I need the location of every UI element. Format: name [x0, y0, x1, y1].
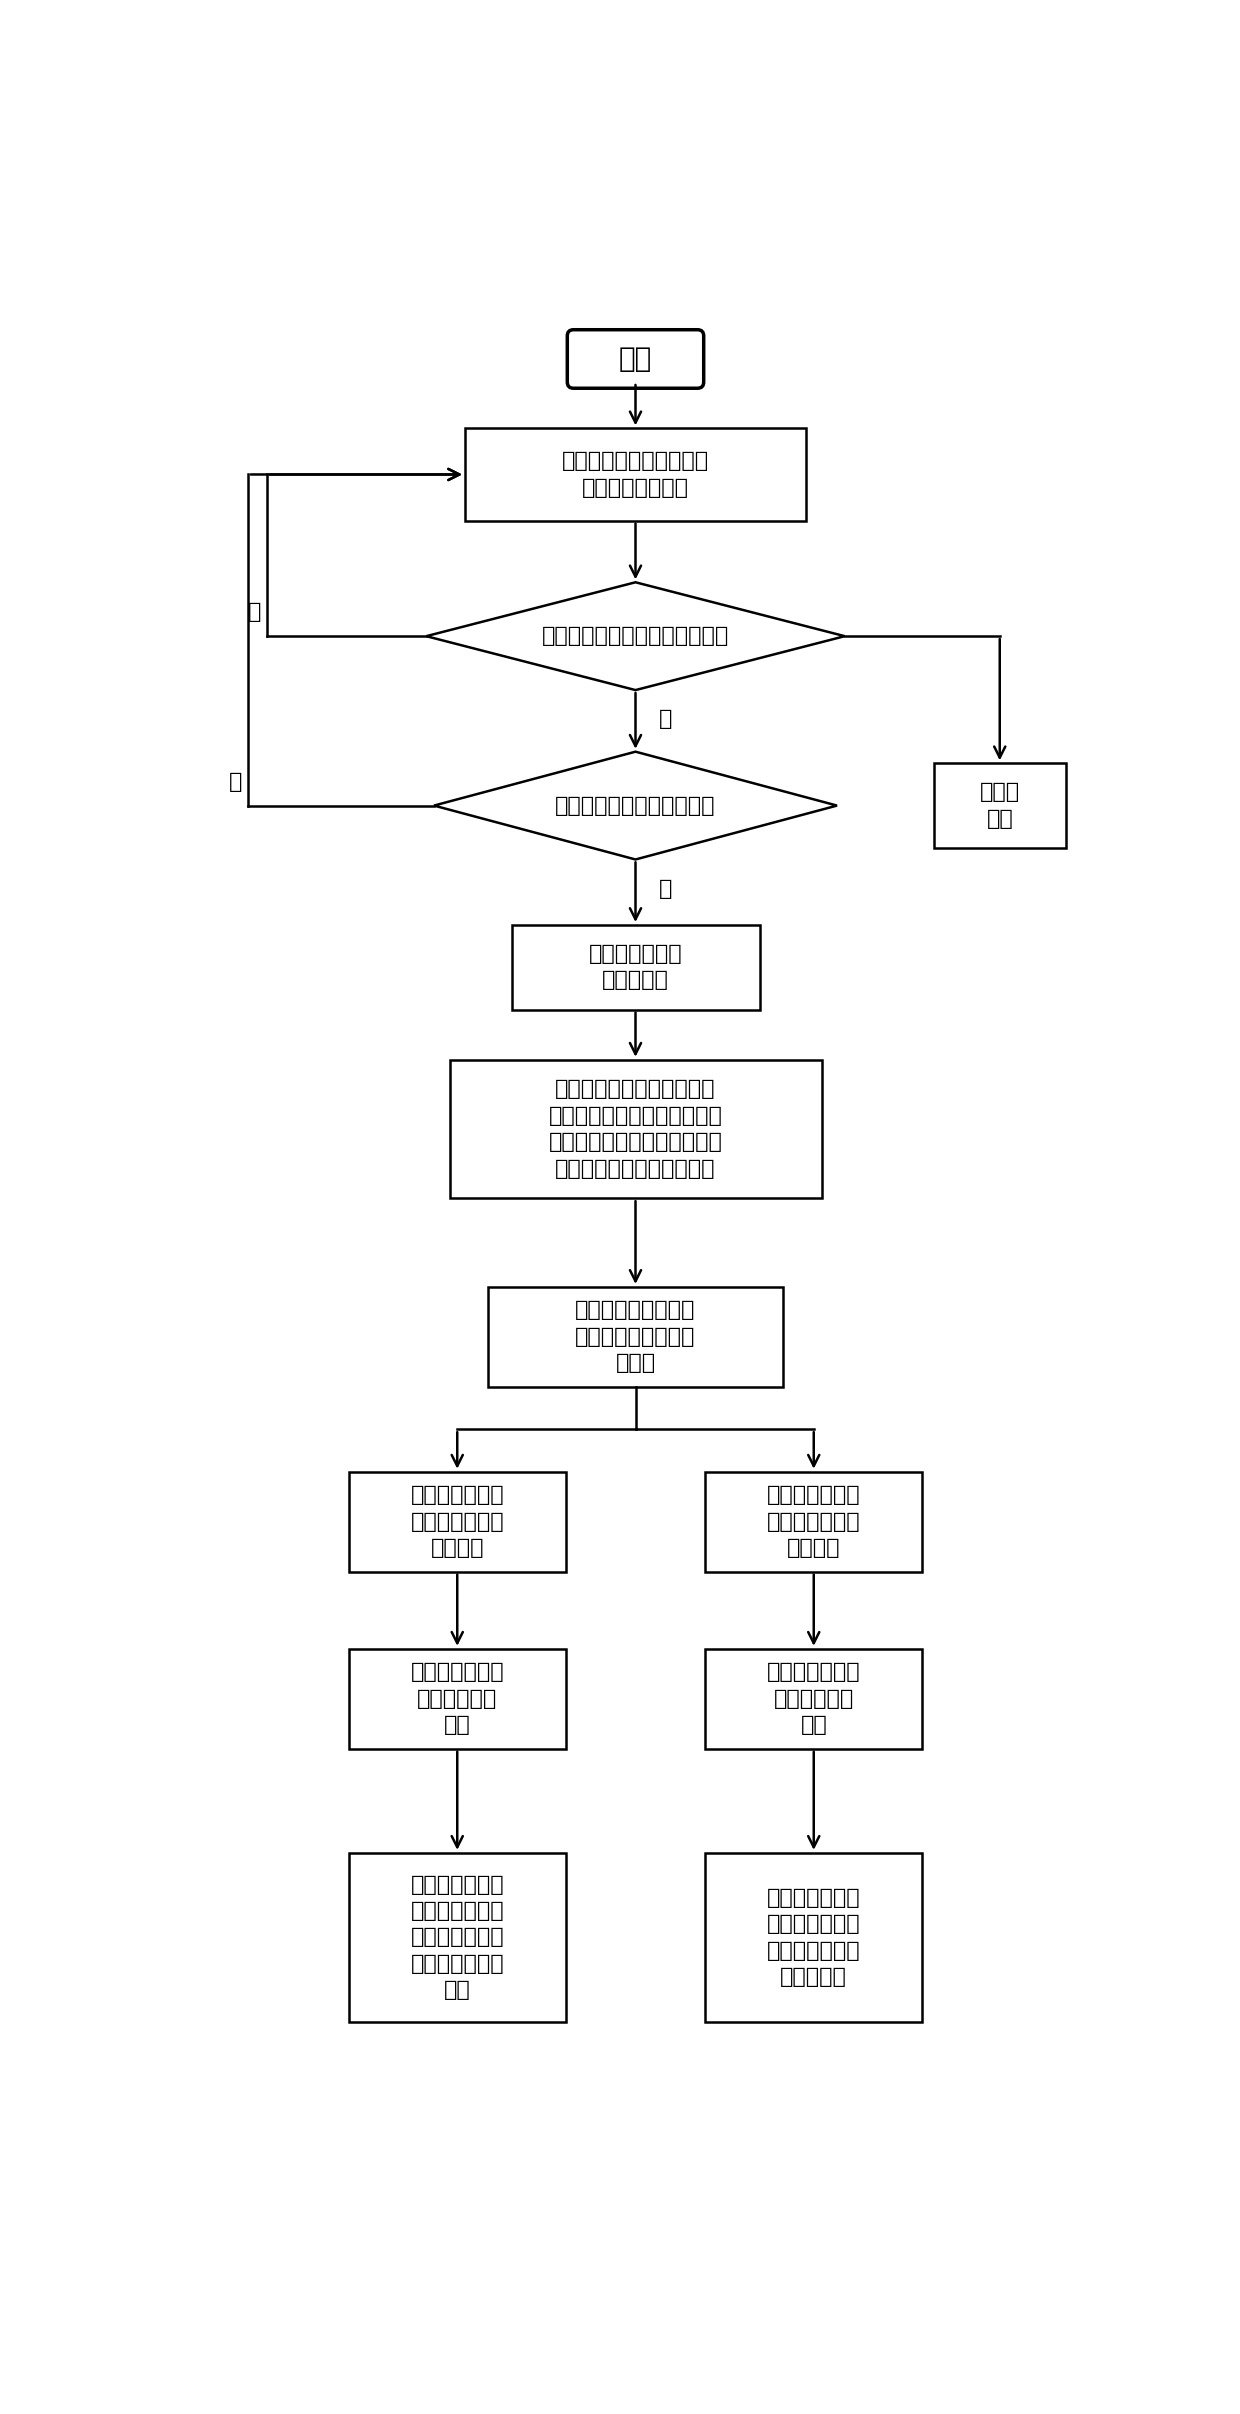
Bar: [489, 1287, 782, 1388]
Text: 转向机构执行转
向，控制转向的
稳定性，并将转
向信号反馈至控
制器: 转向机构执行转 向，控制转向的 稳定性，并将转 向信号反馈至控 制器: [410, 1876, 505, 2001]
FancyBboxPatch shape: [567, 331, 704, 389]
Text: 是: 是: [658, 710, 672, 729]
Text: 制动机构执行制
动，控制车速，
并将制动信号反
馈至控制器: 制动机构执行制 动，控制车速， 并将制动信号反 馈至控制器: [766, 1888, 861, 1987]
Bar: [706, 1854, 923, 2023]
Bar: [465, 427, 806, 521]
Bar: [348, 1649, 565, 1748]
Bar: [348, 1473, 565, 1572]
Text: 大于当前温度下的胎压第一阈值: 大于当前温度下的胎压第一阈值: [542, 625, 729, 647]
Bar: [706, 1649, 923, 1748]
Text: 报警灯
启动: 报警灯 启动: [980, 782, 1019, 828]
Text: 主动转向电机输
出附加的转向
力矩: 主动转向电机输 出附加的转向 力矩: [410, 1663, 505, 1736]
Text: 转向控制器得到
附加的转向电机
控制信号: 转向控制器得到 附加的转向电机 控制信号: [410, 1485, 505, 1557]
Polygon shape: [427, 582, 844, 690]
Bar: [706, 1473, 923, 1572]
Text: 主动制动电机输
出附加的制动
力矩: 主动制动电机输 出附加的制动 力矩: [766, 1663, 861, 1736]
Text: 否: 否: [248, 604, 262, 623]
Text: 大于当前温度下的第二阈值: 大于当前温度下的第二阈值: [556, 797, 715, 816]
Text: 否: 否: [228, 772, 242, 792]
Bar: [934, 763, 1065, 847]
Text: 将当前的转向转矩与
制动转矩信号传递至
控制器: 将当前的转向转矩与 制动转矩信号传递至 控制器: [575, 1301, 696, 1374]
Text: 制动控制器得到
附加的制动电机
控制信号: 制动控制器得到 附加的制动电机 控制信号: [766, 1485, 861, 1557]
Polygon shape: [434, 751, 837, 859]
Text: 接收当前胎压信号，温度信
号，车速信号，计算此时的安
全车速，与当前的状态比较得
到转向转矩与制动转矩信号: 接收当前胎压信号，温度信 号，车速信号，计算此时的安 全车速，与当前的状态比较得…: [548, 1079, 723, 1178]
Bar: [511, 925, 759, 1009]
Text: 是: 是: [658, 879, 672, 898]
Text: 开始: 开始: [619, 345, 652, 374]
Text: 启动汽车状态调
节控制模块: 启动汽车状态调 节控制模块: [589, 944, 682, 990]
Bar: [449, 1060, 821, 1197]
Bar: [348, 1854, 565, 2023]
Text: 采集胎压传感器信号与地
面温度传感器信号: 采集胎压传感器信号与地 面温度传感器信号: [562, 451, 709, 497]
